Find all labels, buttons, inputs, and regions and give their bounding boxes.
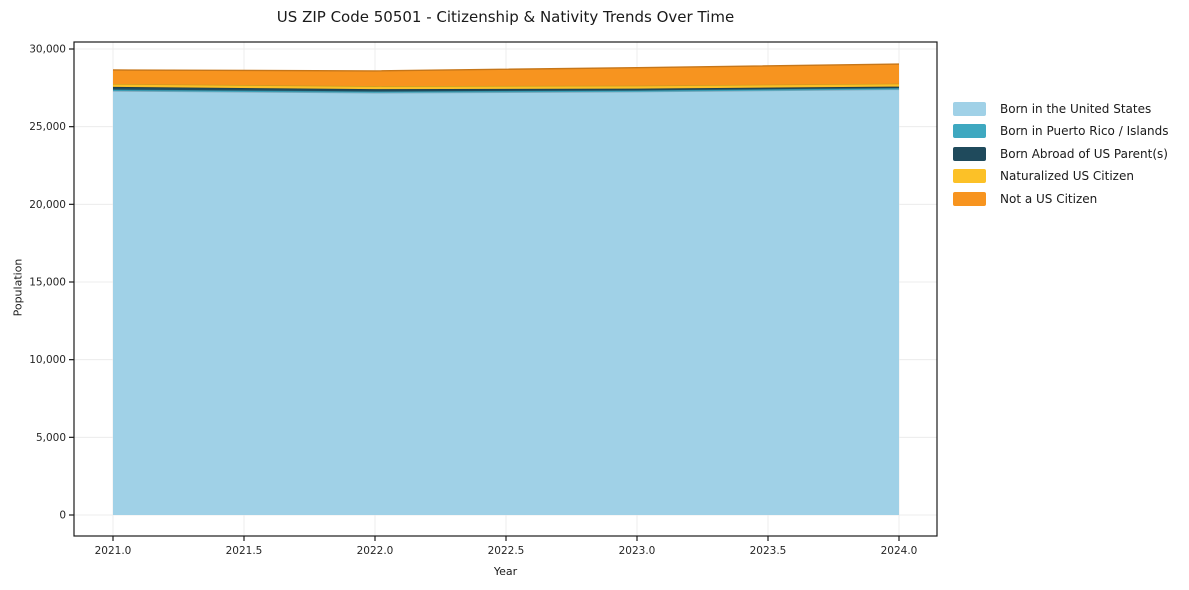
x-tick-label: 2024.0 bbox=[881, 545, 918, 557]
y-tick-label: 25,000 bbox=[29, 121, 66, 133]
y-tick-label: 15,000 bbox=[29, 277, 66, 289]
legend-swatch bbox=[953, 169, 986, 184]
legend-row-naturalized-us-citizen: Naturalized US Citizen bbox=[953, 169, 1169, 184]
y-tick-label: 5,000 bbox=[36, 432, 66, 444]
y-tick-label: 30,000 bbox=[29, 44, 66, 56]
x-tick-label: 2022.5 bbox=[488, 545, 525, 557]
area-not-a-us-citizen bbox=[113, 64, 899, 87]
legend-label: Born in Puerto Rico / Islands bbox=[1000, 124, 1169, 139]
x-tick-label: 2023.5 bbox=[750, 545, 787, 557]
axis-ticks: 2021.0 2021.5 2022.0 2022.5 2023.0 2023.5 2024… bbox=[29, 44, 917, 558]
chart-title: US ZIP Code 50501 - Citizenship & Nativi… bbox=[276, 8, 735, 26]
legend-label: Naturalized US Citizen bbox=[1000, 169, 1134, 184]
stacked-areas bbox=[112, 63, 900, 516]
legend-swatch bbox=[953, 191, 986, 206]
x-tick-label: 2022.0 bbox=[357, 545, 394, 557]
legend-row-born-abroad-of-us-parent-s: Born Abroad of US Parent(s) bbox=[953, 146, 1169, 161]
x-tick-label: 2023.0 bbox=[619, 545, 656, 557]
x-axis-label: Year bbox=[493, 565, 518, 578]
legend-swatch bbox=[953, 124, 986, 139]
line-not-a-us-citizen bbox=[112, 63, 900, 72]
legend-label: Not a US Citizen bbox=[1000, 191, 1098, 206]
legend: Born in the United States Born in Puerto … bbox=[953, 102, 1169, 214]
legend-swatch bbox=[953, 146, 986, 161]
y-tick-label: 20,000 bbox=[29, 199, 66, 211]
y-tick-label: 0 bbox=[59, 510, 66, 522]
legend-row-born-in-the-united-states: Born in the United States bbox=[953, 102, 1169, 116]
x-tick-label: 2021.0 bbox=[95, 545, 132, 557]
legend-swatch bbox=[953, 102, 986, 116]
legend-row-not-a-us-citizen: Not a US Citizen bbox=[953, 191, 1169, 206]
area-born-in-the-united-states bbox=[113, 89, 899, 516]
legend-label: Born Abroad of US Parent(s) bbox=[1000, 146, 1168, 161]
y-tick-label: 10,000 bbox=[29, 354, 66, 366]
x-tick-label: 2021.5 bbox=[226, 545, 263, 557]
legend-row-born-in-puerto-rico-islands: Born in Puerto Rico / Islands bbox=[953, 124, 1169, 139]
legend-label: Born in the United States bbox=[1000, 102, 1152, 116]
